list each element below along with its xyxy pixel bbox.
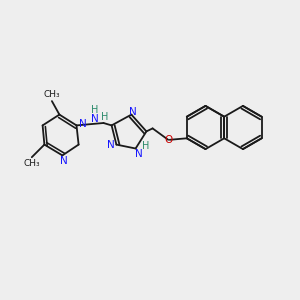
Text: N: N: [79, 119, 86, 129]
Text: N: N: [107, 140, 115, 150]
Text: CH₃: CH₃: [23, 159, 40, 168]
Text: H: H: [101, 112, 109, 122]
Text: H: H: [91, 105, 98, 115]
Text: N: N: [91, 113, 98, 124]
Text: CH₃: CH₃: [44, 90, 60, 99]
Text: O: O: [164, 135, 172, 145]
Text: H: H: [142, 141, 149, 151]
Text: N: N: [129, 106, 137, 117]
Text: N: N: [135, 149, 142, 159]
Text: N: N: [60, 156, 68, 167]
